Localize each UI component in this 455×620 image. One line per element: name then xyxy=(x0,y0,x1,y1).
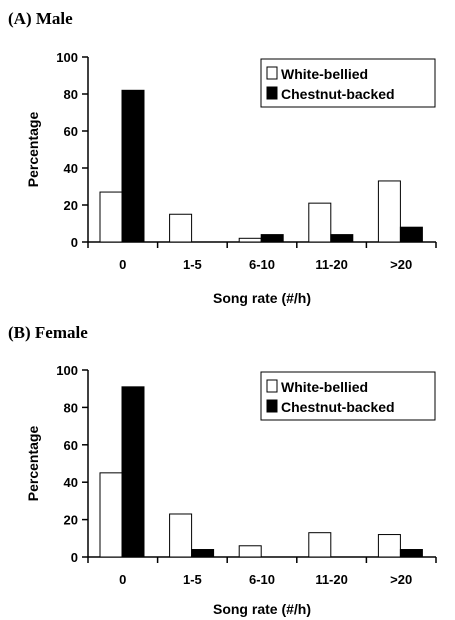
y-tick-label: 60 xyxy=(64,438,78,453)
x-tick-label: 6-10 xyxy=(249,257,275,272)
bar-chestnut-backed-2 xyxy=(191,549,215,558)
chart-title: (A) Male xyxy=(8,9,73,28)
x-tick-label: 1-5 xyxy=(183,257,202,272)
bar-white-bellied-4 xyxy=(308,532,332,558)
y-tick-label: 20 xyxy=(64,513,78,528)
bar-white-bellied-5 xyxy=(377,534,401,558)
legend: White-bellied Chestnut-backed xyxy=(260,58,436,108)
bar-white-bellied-3 xyxy=(238,237,262,243)
bar-white-bellied-1 xyxy=(99,191,123,243)
y-tick-label: 40 xyxy=(64,475,78,490)
legend: White-bellied Chestnut-backed xyxy=(260,371,436,421)
bar-chestnut-backed-5 xyxy=(399,549,423,558)
legend-swatch-white-bellied xyxy=(266,379,278,393)
y-tick-label: 80 xyxy=(64,87,78,102)
legend-box xyxy=(260,371,436,421)
legend-entry-white-bellied: White-bellied xyxy=(281,66,368,82)
x-tick-label: 6-10 xyxy=(249,572,275,587)
bar-white-bellied-1 xyxy=(99,472,123,558)
legend-entry-chestnut-backed: Chestnut-backed xyxy=(281,399,395,415)
y-tick-label: 0 xyxy=(71,550,78,565)
y-axis-label: Percentage xyxy=(25,112,41,188)
x-tick-label: 0 xyxy=(119,572,126,587)
y-tick-label: 100 xyxy=(56,363,78,378)
y-tick-label: 100 xyxy=(56,50,78,65)
legend-swatch-chestnut-backed xyxy=(266,399,278,413)
y-tick-label: 20 xyxy=(64,198,78,213)
bar-chestnut-backed-5 xyxy=(399,226,423,243)
bar-chestnut-backed-3 xyxy=(260,234,284,243)
y-tick-label: 40 xyxy=(64,161,78,176)
bar-white-bellied-2 xyxy=(169,213,193,243)
chart-title: (B) Female xyxy=(8,323,88,342)
bar-white-bellied-2 xyxy=(169,513,193,558)
y-tick-label: 60 xyxy=(64,124,78,139)
bar-white-bellied-5 xyxy=(377,180,401,243)
bar-white-bellied-3 xyxy=(238,545,262,558)
legend-entry-chestnut-backed: Chestnut-backed xyxy=(281,86,395,102)
x-axis-label: Song rate (#/h) xyxy=(213,601,311,617)
x-tick-label: 1-5 xyxy=(183,572,202,587)
chart-panel-1: (A) Male 0 20 40 60 80 100 0 1-5 6-10 11-20 >20 Song… xyxy=(8,9,437,306)
legend-box xyxy=(260,58,436,108)
y-axis-label: Percentage xyxy=(25,426,41,502)
bar-white-bellied-4 xyxy=(308,202,332,243)
legend-swatch-white-bellied xyxy=(266,66,278,80)
x-tick-label: 11-20 xyxy=(315,257,348,272)
x-axis-label: Song rate (#/h) xyxy=(213,290,311,306)
x-tick-label: 0 xyxy=(119,257,126,272)
chart-panel-2: (B) Female 0 20 40 60 80 100 0 1-5 6-10 11-20 >20 So… xyxy=(8,323,437,617)
x-tick-label: 11-20 xyxy=(315,572,348,587)
bar-chestnut-backed-1 xyxy=(121,89,145,243)
x-tick-label: >20 xyxy=(390,572,412,587)
y-tick-label: 80 xyxy=(64,400,78,415)
legend-entry-white-bellied: White-bellied xyxy=(281,379,368,395)
bar-chestnut-backed-1 xyxy=(121,386,145,558)
bar-chestnut-backed-4 xyxy=(330,234,354,243)
legend-swatch-chestnut-backed xyxy=(266,86,278,100)
y-tick-label: 0 xyxy=(71,235,78,250)
x-tick-label: >20 xyxy=(390,257,412,272)
